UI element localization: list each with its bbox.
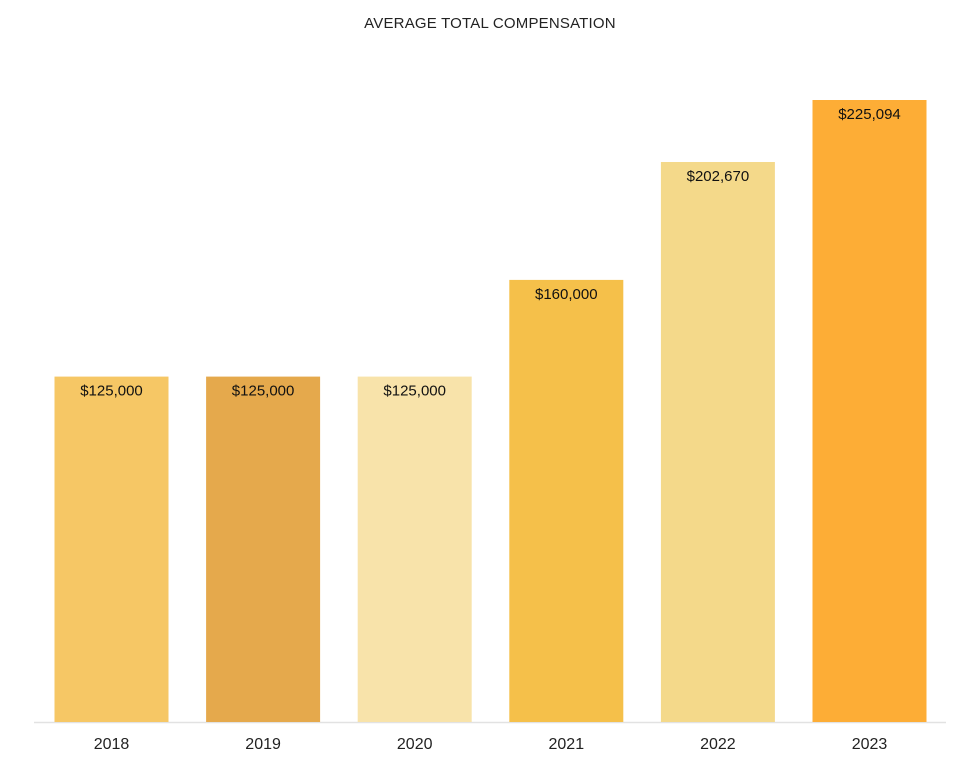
data-label-2018: $125,000 (80, 383, 143, 400)
data-labels-group: $125,000 $125,000 $125,000 $160,000 $202,670… (80, 106, 901, 400)
x-tick-label-2021: 2021 (549, 736, 585, 753)
x-tick-label-2019: 2019 (245, 736, 281, 753)
bar-2022[interactable] (660, 162, 775, 722)
bar-2018[interactable] (54, 376, 169, 722)
data-label-2019: $125,000 (232, 383, 295, 400)
x-tick-label-2020: 2020 (397, 736, 433, 753)
bar-2019[interactable] (206, 376, 321, 722)
data-label-2020: $125,000 (383, 383, 446, 400)
bars-group (54, 100, 927, 722)
x-tick-label-2023: 2023 (852, 736, 888, 753)
bar-2023[interactable] (812, 100, 927, 722)
bar-2020[interactable] (357, 376, 472, 722)
data-label-2023: $225,094 (838, 106, 901, 123)
data-label-2021: $160,000 (535, 286, 598, 303)
x-tick-labels-group: 2018 2019 2020 2021 2022 2023 (94, 736, 888, 753)
bar-2021[interactable] (509, 279, 624, 722)
x-tick-label-2022: 2022 (700, 736, 736, 753)
chart-title: AVERAGE TOTAL COMPENSATION (364, 15, 616, 32)
x-tick-label-2018: 2018 (94, 736, 130, 753)
data-label-2022: $202,670 (687, 168, 750, 185)
